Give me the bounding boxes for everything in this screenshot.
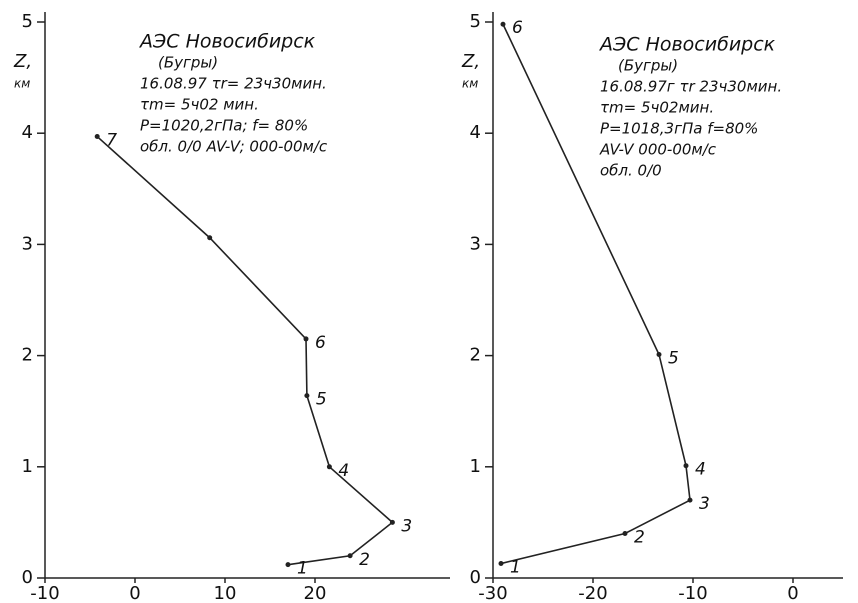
y-tick-label: 3 [22, 233, 33, 254]
annotation: АЭС Новосибирск [138, 31, 316, 53]
point-label: 2 [359, 550, 370, 570]
point-label: 5 [316, 390, 327, 410]
annotation: τm= 5ч02мин. [600, 99, 714, 117]
y-axis-label: км [14, 77, 30, 91]
y-tick-label: 5 [470, 11, 481, 32]
point-label: 1 [297, 559, 308, 579]
x-tick-label: 0 [129, 583, 140, 603]
y-tick-label: 4 [22, 122, 33, 143]
point [286, 562, 291, 567]
point [390, 520, 395, 525]
y-tick-label: 2 [470, 345, 481, 366]
point-label: 5 [668, 348, 679, 368]
point-label: 2 [634, 528, 645, 548]
profile-line [97, 137, 392, 565]
x-tick-label: 10 [214, 583, 237, 603]
x-tick-label: -10 [30, 583, 59, 603]
annotation: AV-V 000-00м/с [599, 141, 717, 159]
y-tick-label: 5 [22, 11, 33, 32]
annotation: (Бугры) [618, 57, 678, 75]
point-label: 4 [338, 461, 349, 481]
y-axis-label: Z, [461, 51, 480, 72]
annotation: обл. 0/0 AV-V; 000-00м/с [140, 138, 328, 156]
point [657, 352, 662, 357]
point-label: 4 [695, 460, 706, 480]
figure: 012345-1001020Z,кмАЭС Новосибирск(Бугры)… [0, 0, 858, 603]
point-label: 3 [699, 494, 710, 514]
y-axis-label: Z, [13, 51, 32, 72]
annotation: 16.08.97г τr 23ч30мин. [600, 78, 782, 96]
x-tick-label: -30 [478, 583, 507, 603]
y-tick-label: 3 [470, 233, 481, 254]
point-label: 6 [512, 18, 523, 38]
point [327, 464, 332, 469]
y-axis-label: км [462, 77, 478, 91]
point [499, 561, 504, 566]
point-label: 7 [106, 131, 117, 151]
point-label: 1 [510, 558, 521, 578]
point [348, 553, 353, 558]
x-tick-label: 0 [787, 583, 798, 603]
annotation: P=1018,3гПа f=80% [600, 120, 758, 138]
point [623, 531, 628, 536]
point [304, 336, 309, 341]
point-label: 6 [315, 333, 326, 353]
y-tick-label: 1 [470, 456, 481, 477]
point-label: 3 [401, 516, 412, 536]
annotation: 16.08.97 τr= 23ч30мин. [140, 75, 327, 93]
annotation: P=1020,2гПа; f= 80% [140, 117, 308, 135]
point [95, 134, 100, 139]
x-tick-label: 20 [304, 583, 327, 603]
annotation: обл. 0/0 [600, 162, 662, 180]
point [684, 463, 689, 468]
annotation: (Бугры) [158, 54, 218, 72]
annotation: АЭС Новосибирск [598, 34, 776, 56]
y-tick-label: 1 [22, 456, 33, 477]
point [207, 235, 212, 240]
point [501, 22, 506, 27]
y-tick-label: 4 [470, 122, 481, 143]
annotation: τm= 5ч02 мин. [140, 96, 259, 114]
x-tick-label: -20 [578, 583, 607, 603]
x-tick-label: -10 [678, 583, 707, 603]
point [688, 498, 693, 503]
point [304, 393, 309, 398]
y-tick-label: 2 [22, 345, 33, 366]
